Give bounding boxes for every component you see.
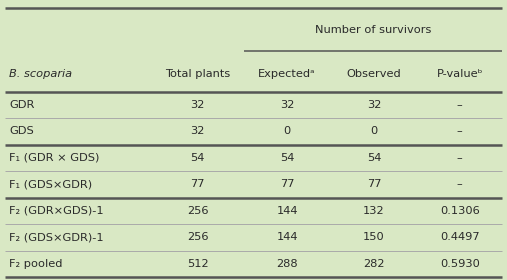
Text: 288: 288 [276,259,298,269]
Text: 54: 54 [367,153,381,163]
Text: F₂ pooled: F₂ pooled [9,259,63,269]
Text: 282: 282 [363,259,385,269]
Text: F₂ (GDR×GDS)-1: F₂ (GDR×GDS)-1 [9,206,104,216]
Text: 77: 77 [280,179,294,190]
Text: P-valueᵇ: P-valueᵇ [437,69,483,79]
Text: GDS: GDS [9,127,34,136]
Text: 256: 256 [187,206,208,216]
Text: –: – [457,100,462,110]
Text: 144: 144 [276,232,298,242]
Text: Number of survivors: Number of survivors [314,25,431,34]
Text: B. scoparia: B. scoparia [9,69,73,79]
Text: 32: 32 [191,100,205,110]
Text: 144: 144 [276,206,298,216]
Text: 32: 32 [367,100,381,110]
Text: 32: 32 [280,100,294,110]
Text: 256: 256 [187,232,208,242]
Text: 0: 0 [371,127,378,136]
Text: 77: 77 [190,179,205,190]
Text: 150: 150 [363,232,385,242]
Text: –: – [457,179,462,190]
Text: 32: 32 [191,127,205,136]
Text: –: – [457,127,462,136]
Text: 0.1306: 0.1306 [440,206,480,216]
Text: 0.4497: 0.4497 [440,232,480,242]
Text: 77: 77 [367,179,381,190]
Text: GDR: GDR [9,100,34,110]
Text: F₁ (GDR × GDS): F₁ (GDR × GDS) [9,153,99,163]
Text: 54: 54 [191,153,205,163]
Text: F₁ (GDS×GDR): F₁ (GDS×GDR) [9,179,92,190]
Text: Expectedᵃ: Expectedᵃ [258,69,316,79]
Text: Total plants: Total plants [165,69,230,79]
Text: 132: 132 [363,206,385,216]
Text: 0: 0 [283,127,291,136]
Text: F₂ (GDS×GDR)-1: F₂ (GDS×GDR)-1 [9,232,104,242]
Text: 512: 512 [187,259,208,269]
Text: 0.5930: 0.5930 [440,259,480,269]
Text: 54: 54 [280,153,294,163]
Text: Observed: Observed [347,69,402,79]
Text: –: – [457,153,462,163]
